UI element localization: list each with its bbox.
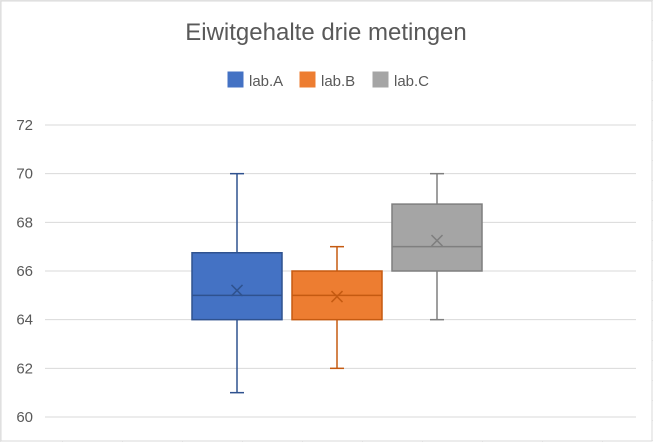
y-axis-tick-labels: 60 62 64 66 68 70 72: [16, 117, 33, 426]
mean-marker: [330, 290, 344, 303]
box-series-group[interactable]: [191, 172, 483, 394]
legend-label: lab.C: [394, 73, 429, 90]
box-lab-a[interactable]: [191, 172, 283, 394]
y-tick-label: 72: [16, 117, 33, 134]
legend-label: lab.A: [249, 73, 283, 90]
chart-title: Eiwitgehalte drie metingen: [185, 19, 467, 46]
y-tick-label: 70: [16, 166, 33, 183]
y-tick-label: 68: [16, 214, 33, 231]
box-body[interactable]: [191, 252, 283, 321]
legend-swatch: [227, 71, 244, 88]
y-tick-label: 64: [16, 312, 33, 329]
legend-swatch: [299, 71, 316, 88]
legend-item-lab-c[interactable]: lab.C: [372, 71, 429, 90]
mean-marker: [430, 234, 444, 247]
legend-swatch: [372, 71, 389, 88]
y-tick-label: 60: [16, 409, 33, 426]
box-lab-b[interactable]: [291, 245, 383, 370]
y-tick-label: 62: [16, 360, 33, 377]
legend-item-lab-a[interactable]: lab.A: [227, 71, 283, 90]
box-body[interactable]: [391, 203, 483, 272]
legend-label: lab.B: [321, 73, 355, 90]
y-tick-label: 66: [16, 263, 33, 280]
chart-legend[interactable]: lab.A lab.B lab.C: [227, 71, 429, 90]
box-lab-c[interactable]: [391, 172, 483, 321]
legend-item-lab-b[interactable]: lab.B: [299, 71, 355, 90]
mean-marker: [230, 284, 244, 297]
